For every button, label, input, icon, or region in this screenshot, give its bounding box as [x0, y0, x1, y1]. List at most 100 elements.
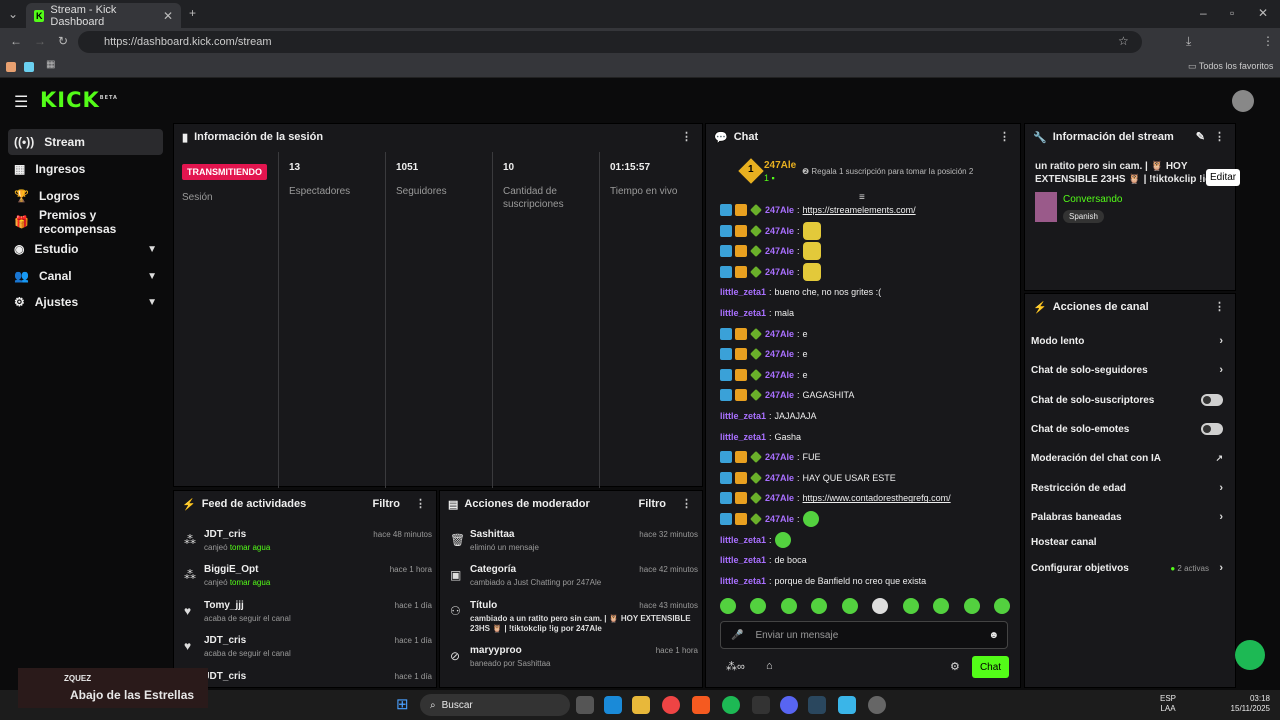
feed-user[interactable]: JDT_cris — [204, 635, 247, 646]
bookmark-star-icon[interactable]: ☆ — [1118, 34, 1129, 48]
apps-icon[interactable]: ▦ — [46, 59, 56, 70]
chat-link[interactable]: https://streamelements.com/ — [802, 205, 916, 215]
chat-username[interactable]: 247Ale — [765, 472, 795, 483]
chat-username[interactable]: 247Ale — [765, 205, 795, 215]
chat-username[interactable]: 247Ale — [765, 349, 795, 360]
sidebar-item-ajustes[interactable]: ⚙ Ajustes ▼ — [8, 289, 163, 315]
emote-icon[interactable] — [841, 598, 858, 614]
sidebar-item-stream[interactable]: ((•)) Stream — [8, 129, 163, 155]
now-playing-widget[interactable]: ZQUEZ Abajo de las Estrellas — [18, 668, 208, 708]
bookmark-icon[interactable] — [24, 62, 34, 72]
chat-username[interactable]: 247Ale — [765, 452, 795, 463]
emote-icon[interactable] — [811, 598, 828, 614]
action-modo-lento[interactable]: Modo lento › — [1031, 327, 1227, 355]
more-icon[interactable]: ⋮ — [999, 131, 1010, 143]
task-view-icon[interactable] — [576, 696, 594, 714]
app-icon[interactable] — [868, 696, 886, 714]
download-icon[interactable]: ⤓ — [1186, 34, 1192, 48]
spotify-icon[interactable] — [722, 696, 740, 714]
url-field[interactable]: https://dashboard.kick.com/stream — [78, 31, 1142, 53]
filter-button[interactable]: Filtro — [638, 498, 667, 510]
explorer-icon[interactable] — [632, 696, 650, 714]
action-solo-seguidores[interactable]: Chat de solo-seguidores › — [1031, 356, 1227, 384]
steam-icon[interactable] — [808, 696, 826, 714]
sidebar-item-ingresos[interactable]: ▦ Ingresos — [8, 156, 163, 182]
pin-toggle-icon[interactable]: ≡ — [859, 192, 865, 203]
mod-title[interactable]: maryyproo — [470, 645, 522, 656]
action-restriccion-edad[interactable]: Restricción de edad › — [1031, 474, 1227, 502]
tab-search-icon[interactable]: ⌄ — [8, 7, 19, 21]
chat-username[interactable]: 247Ale — [765, 246, 795, 257]
more-icon[interactable]: ⋮ — [681, 498, 692, 510]
language-indicator[interactable]: ESP LAA — [1160, 694, 1176, 714]
emoji-icon[interactable]: ☻ — [988, 629, 999, 641]
edge-icon[interactable] — [604, 696, 622, 714]
chat-username[interactable]: 247Ale — [765, 369, 795, 380]
chrome-icon[interactable] — [662, 696, 680, 714]
hamburger-icon[interactable]: ☰ — [14, 94, 29, 111]
edit-icon[interactable]: ✎ — [1195, 131, 1205, 143]
more-icon[interactable]: ⋮ — [415, 498, 426, 510]
sidebar-item-estudio[interactable]: ◉ Estudio ▼ — [8, 236, 163, 262]
mod-title[interactable]: Sashittaa — [470, 529, 515, 540]
mic-icon[interactable]: 🎤 — [731, 629, 744, 641]
action-moderacion-ia[interactable]: Moderación del chat con IA ↗ — [1031, 444, 1227, 472]
action-solo-emotes[interactable]: Chat de solo-emotes — [1031, 415, 1227, 443]
feed-user[interactable]: JDT_cris — [204, 529, 247, 540]
windows-start-icon[interactable]: ⊞ — [396, 696, 409, 713]
sidebar-item-premios[interactable]: 🎁 Premios y recompensas — [8, 208, 163, 236]
taskbar-search[interactable]: ⌕ Buscar — [420, 694, 570, 716]
chat-username[interactable]: 247Ale — [765, 514, 795, 524]
gift-promo[interactable]: ❷ Regala 1 suscripción para tomar la pos… — [802, 167, 974, 176]
reload-icon[interactable]: ↻ — [58, 34, 69, 48]
points-icon[interactable]: ⁂∞ — [726, 661, 745, 673]
chat-username[interactable]: 247Ale — [765, 225, 795, 236]
chat-username[interactable]: little_zeta1 — [720, 534, 767, 545]
close-icon[interactable]: ✕ — [162, 8, 173, 23]
chat-settings-icon[interactable]: ⚙ — [950, 661, 960, 673]
more-icon[interactable]: ⋮ — [1214, 301, 1225, 313]
action-objetivos[interactable]: Configurar objetivos ● 2 activas › — [1031, 554, 1227, 582]
clock[interactable]: 03:18 15/11/2025 — [1226, 694, 1270, 714]
back-icon[interactable]: ← — [10, 34, 22, 48]
action-hostear[interactable]: Hostear canal — [1031, 528, 1227, 556]
help-bubble-icon[interactable] — [1235, 640, 1265, 670]
sidebar-item-canal[interactable]: 👥 Canal ▼ — [8, 263, 163, 289]
epic-icon[interactable] — [752, 696, 770, 714]
chat-link[interactable]: https://www.contadoresthegrefg.com/ — [802, 493, 951, 504]
subscriber-only-toggle[interactable] — [1201, 394, 1223, 406]
notepad-icon[interactable] — [838, 696, 856, 714]
emote-icon[interactable] — [780, 598, 797, 614]
bookmark-icon[interactable] — [6, 62, 16, 72]
emote-icon[interactable] — [902, 598, 919, 614]
filter-button[interactable]: Filtro — [372, 498, 401, 510]
sidebar-item-logros[interactable]: 🏆 Logros — [8, 183, 163, 209]
emote-icon[interactable] — [993, 598, 1010, 614]
window-close-icon[interactable]: ✕ — [1258, 6, 1269, 20]
store-icon[interactable]: ⌂ — [766, 660, 773, 672]
send-chat-button[interactable]: Chat — [972, 656, 1009, 678]
brave-icon[interactable] — [692, 696, 710, 714]
chat-username[interactable]: little_zeta1 — [720, 308, 767, 318]
avatar[interactable] — [1232, 90, 1254, 112]
feed-user[interactable]: JDT_cris — [204, 671, 247, 682]
more-icon[interactable]: ⋮ — [681, 131, 692, 143]
emote-only-toggle[interactable] — [1201, 423, 1223, 435]
action-palabras-baneadas[interactable]: Palabras baneadas › — [1031, 503, 1227, 531]
emote-icon[interactable] — [963, 598, 980, 614]
maximize-icon[interactable]: ▫ — [1230, 6, 1235, 20]
chat-username[interactable]: little_zeta1 — [720, 555, 767, 566]
feed-user[interactable]: BiggiE_Opt — [204, 564, 259, 575]
menu-icon[interactable]: ⋮ — [1262, 34, 1274, 48]
minimize-icon[interactable]: – — [1200, 6, 1207, 20]
chat-username[interactable]: 247Ale — [765, 493, 795, 504]
discord-icon[interactable] — [780, 696, 798, 714]
chat-username[interactable]: little_zeta1 — [720, 431, 767, 442]
emote-icon[interactable] — [872, 598, 889, 614]
chat-username[interactable]: little_zeta1 — [720, 575, 767, 586]
browser-tab[interactable]: K Stream - Kick Dashboard ✕ — [26, 3, 181, 28]
chat-username[interactable]: little_zeta1 — [720, 411, 767, 421]
emote-icon[interactable] — [750, 598, 767, 614]
bookmarks-folder[interactable]: ▭ Todos los favoritos — [1188, 61, 1273, 72]
more-icon[interactable]: ⋮ — [1214, 131, 1225, 143]
